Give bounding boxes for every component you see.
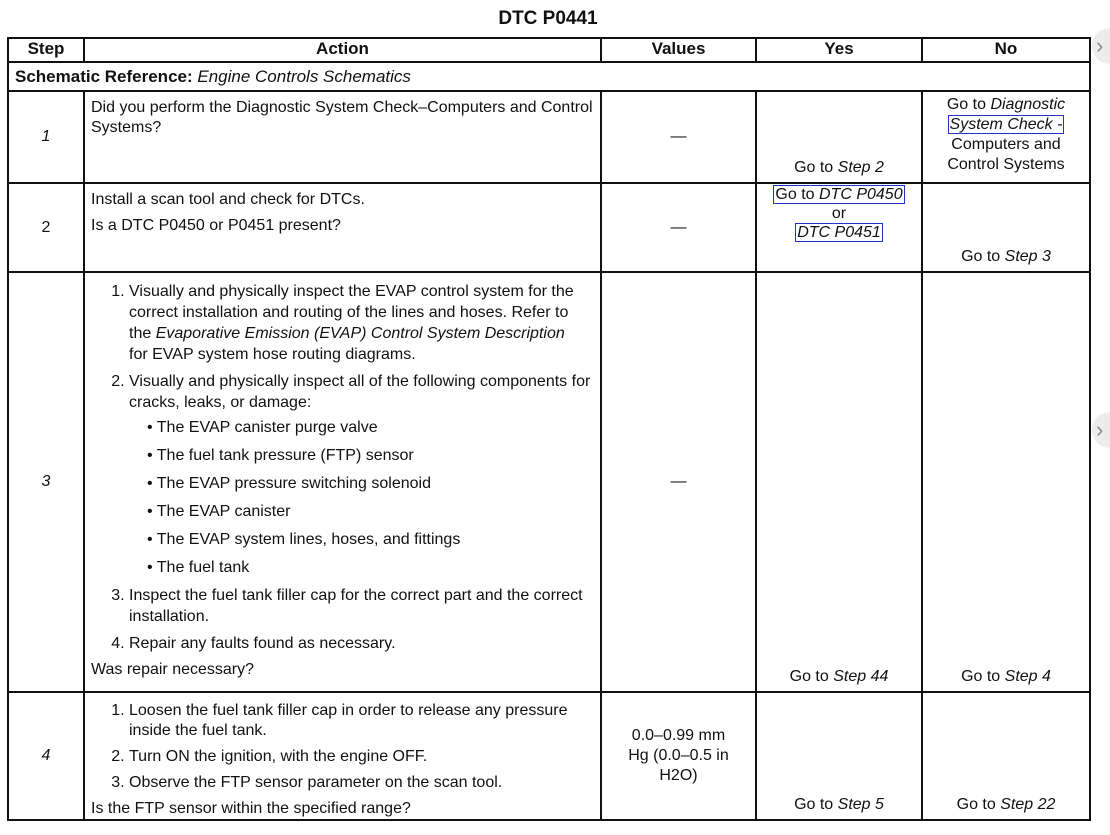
bullet-item: The EVAP system lines, hoses, and fittin… bbox=[147, 529, 594, 550]
yes-link-p0450[interactable]: DTC P0450 bbox=[819, 186, 903, 203]
header-yes: Yes bbox=[755, 37, 923, 63]
yes-cell: Go to Step 5 bbox=[755, 691, 923, 821]
action-text: Did you perform the Diagnostic System Ch… bbox=[83, 90, 602, 184]
yes-link[interactable]: Step 44 bbox=[833, 668, 889, 685]
header-action: Action bbox=[83, 37, 602, 63]
yes-link[interactable]: Step 2 bbox=[837, 159, 884, 176]
action-question: Was repair necessary? bbox=[91, 661, 255, 678]
schematic-link[interactable]: Engine Controls Schematics bbox=[197, 66, 411, 86]
no-cell: Go to Diagnostic System Check - Computers … bbox=[921, 90, 1091, 184]
step-number: 2 bbox=[41, 218, 51, 236]
action-item: Visually and physically inspect all of t… bbox=[129, 371, 594, 578]
table-row: 4 Loosen the fuel tank filler cap in ord… bbox=[7, 691, 1091, 821]
diagnostic-table: Step Action Values Yes No Schematic Refe… bbox=[7, 37, 1091, 821]
no-link[interactable]: Diagnostic bbox=[990, 96, 1066, 113]
action-item: Loosen the fuel tank filler cap in order… bbox=[129, 701, 594, 741]
no-prefix: Go to bbox=[961, 668, 1001, 685]
yes-link-p0451[interactable]: DTC P0451 bbox=[795, 223, 883, 242]
values-text: — bbox=[600, 90, 757, 184]
yes-cell: Go to Step 44 bbox=[755, 271, 923, 693]
schematic-label: Schematic Reference: bbox=[15, 66, 193, 86]
header-no: No bbox=[921, 37, 1091, 63]
no-cell: Go to Step 22 bbox=[921, 691, 1091, 821]
table-row: 3 Visually and physically inspect the EV… bbox=[7, 271, 1091, 693]
schematic-row: Schematic Reference: Engine Controls Sch… bbox=[7, 61, 1091, 92]
values-text: 0.0–0.99 mm Hg (0.0–0.5 in H2O) bbox=[600, 691, 757, 821]
yes-prefix: Go to bbox=[775, 186, 815, 203]
header-values: Values bbox=[600, 37, 757, 63]
action-item: Repair any faults found as necessary. bbox=[129, 633, 594, 654]
side-chevron-icon[interactable]: › bbox=[1092, 412, 1110, 448]
header-row: Step Action Values Yes No bbox=[7, 37, 1091, 63]
header-step: Step bbox=[7, 37, 85, 63]
step-number: 4 bbox=[41, 747, 51, 764]
yes-cell: Go to Step 2 bbox=[755, 90, 923, 184]
yes-prefix: Go to bbox=[794, 159, 834, 176]
no-cell: Go to Step 4 bbox=[921, 271, 1091, 693]
bullet-item: The EVAP canister bbox=[147, 501, 594, 522]
yes-prefix: Go to bbox=[789, 668, 829, 685]
bullet-item: The fuel tank bbox=[147, 557, 594, 578]
yes-prefix: Go to bbox=[794, 796, 834, 813]
no-link[interactable]: Step 4 bbox=[1004, 668, 1051, 685]
no-rest: Computers and Control Systems bbox=[947, 136, 1065, 173]
action-line: Is a DTC P0450 or P0451 present? bbox=[91, 217, 341, 234]
no-prefix: Go to bbox=[956, 796, 996, 813]
action-line: Install a scan tool and check for DTCs. bbox=[91, 191, 365, 208]
yes-cell: Go to DTC P0450 or DTC P0451 bbox=[755, 182, 923, 273]
evap-description-link[interactable]: Evaporative Emission (EVAP) Control Syst… bbox=[155, 325, 565, 342]
no-prefix: Go to bbox=[946, 96, 986, 113]
bullet-item: The EVAP pressure switching solenoid bbox=[147, 473, 594, 494]
no-cell: Go to Step 3 bbox=[921, 182, 1091, 273]
next-page-chevron-icon[interactable]: › bbox=[1092, 28, 1110, 64]
action-item: Turn ON the ignition, with the engine OF… bbox=[129, 747, 594, 767]
no-link-highlight[interactable]: System Check - bbox=[947, 115, 1065, 134]
action-item: Observe the FTP sensor parameter on the … bbox=[129, 773, 594, 793]
step-number: 3 bbox=[41, 473, 51, 490]
no-prefix: Go to bbox=[961, 248, 1001, 265]
action-item: Inspect the fuel tank filler cap for the… bbox=[129, 585, 594, 627]
values-text: — bbox=[600, 271, 757, 693]
table-row: 1 Did you perform the Diagnostic System … bbox=[7, 90, 1091, 184]
yes-or: or bbox=[831, 205, 847, 222]
step-number: 1 bbox=[41, 128, 51, 145]
action-question: Is the FTP sensor within the specified r… bbox=[91, 800, 411, 817]
bullet-item: The fuel tank pressure (FTP) sensor bbox=[147, 445, 594, 466]
table-row: 2 Install a scan tool and check for DTCs… bbox=[7, 182, 1091, 273]
values-text: — bbox=[600, 182, 757, 273]
bullet-item: The EVAP canister purge valve bbox=[147, 417, 594, 438]
no-link[interactable]: Step 3 bbox=[1004, 248, 1051, 265]
page-title: DTC P0441 bbox=[498, 8, 598, 29]
yes-link[interactable]: Step 5 bbox=[837, 796, 884, 813]
no-link[interactable]: Step 22 bbox=[1000, 796, 1056, 813]
action-item: Visually and physically inspect the EVAP… bbox=[129, 281, 594, 365]
